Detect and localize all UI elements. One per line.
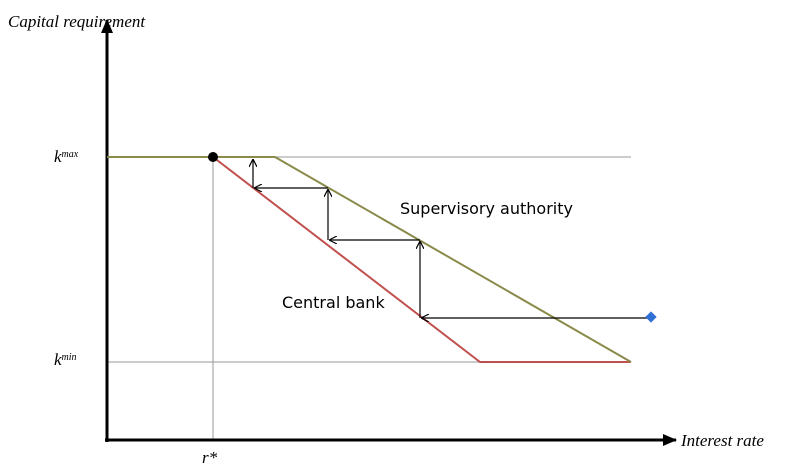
central-bank-label: Central bank: [282, 293, 385, 312]
k-base: k: [54, 147, 62, 166]
equilibrium-point: [208, 152, 218, 162]
central-bank-curve: [107, 156, 631, 363]
start-point: [645, 311, 657, 323]
k-sup: min: [62, 352, 77, 363]
adjustment-arrows: [253, 160, 648, 318]
supervisory-label: Supervisory authority: [400, 199, 573, 218]
k-base: k: [54, 350, 62, 369]
r-star-label: r*: [202, 448, 218, 467]
k-sup: max: [62, 149, 79, 160]
k-max-label: kmax: [54, 147, 79, 166]
y-axis-label: Capital requirement: [8, 12, 146, 31]
x-axis-label: Interest rate: [680, 431, 764, 450]
k-min-label: kmin: [54, 350, 77, 369]
supervisory-curve: [107, 156, 632, 363]
